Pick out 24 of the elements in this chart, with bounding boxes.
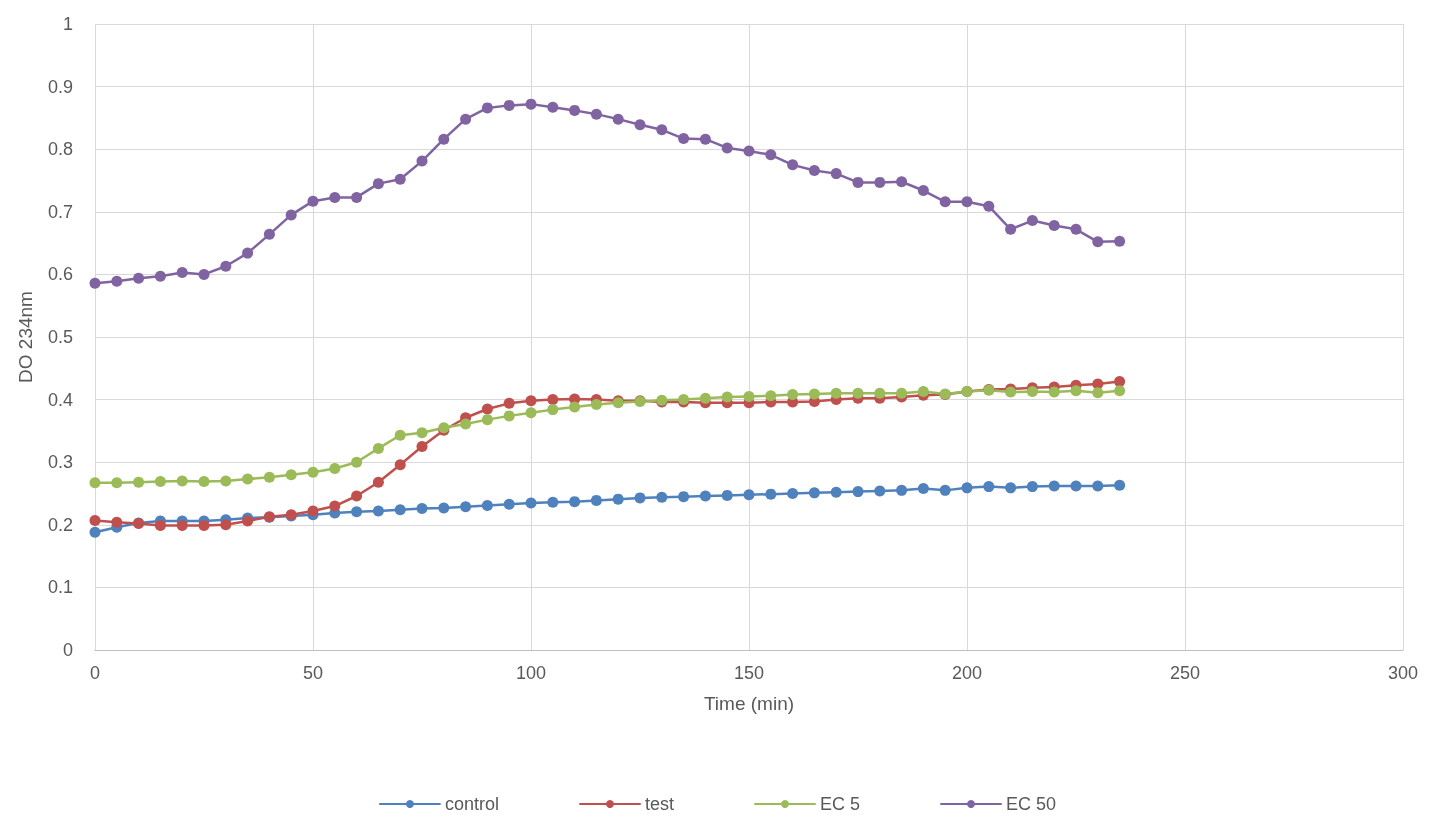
y-tick-label: 0.1 — [47, 577, 73, 598]
y-tick-label: 0.7 — [47, 201, 73, 222]
y-tick-label: 0 — [62, 640, 73, 660]
y-tick-label: 0.6 — [47, 264, 73, 285]
y-tick-label: 1 — [62, 14, 73, 34]
y-tick-label: 0.9 — [47, 76, 73, 97]
x-tick-label: 200 — [951, 663, 983, 683]
x-tick-label: 150 — [733, 663, 765, 683]
x-tick-label: 250 — [1169, 663, 1201, 683]
x-tick-label: 100 — [515, 663, 547, 683]
y-tick-label: 0.5 — [47, 327, 73, 347]
legend-label: test — [644, 794, 674, 814]
x-tick-label: 0 — [89, 663, 101, 683]
x-tick-label: 300 — [1387, 663, 1419, 683]
legend-label: control — [444, 794, 499, 814]
y-tick-label: 0.3 — [47, 452, 73, 473]
y-axis-title: DO 234nm — [15, 291, 36, 383]
y-tick-label: 0.2 — [47, 514, 73, 535]
y-tick-label: 0.4 — [47, 389, 73, 410]
y-tick-label: 0.8 — [47, 139, 73, 160]
x-axis-title: Time (min) — [703, 693, 795, 714]
x-tick-label: 50 — [302, 663, 324, 683]
legend-label: EC 5 — [820, 794, 861, 814]
legend-label: EC 50 — [1006, 794, 1057, 814]
